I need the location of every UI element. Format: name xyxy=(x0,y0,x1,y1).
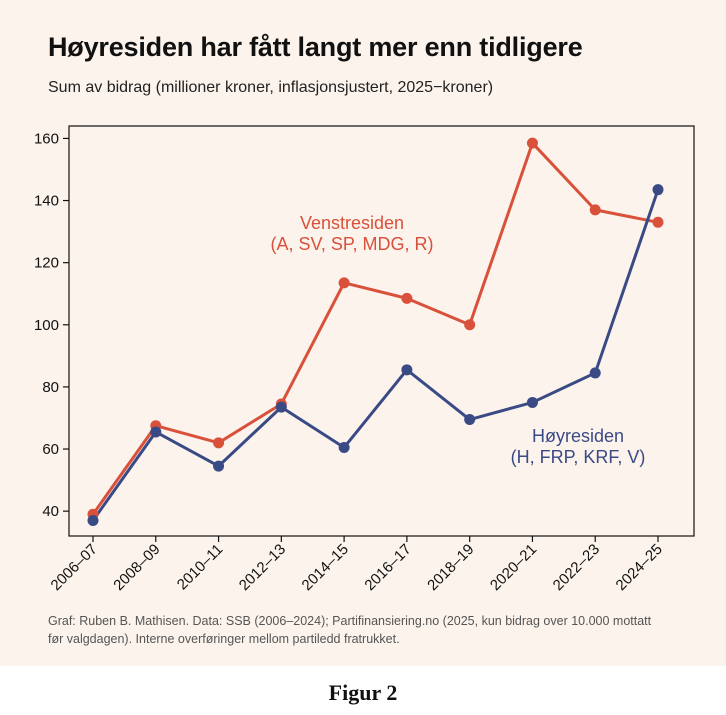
data-point-høyresiden xyxy=(213,460,225,472)
y-tick-label: 80 xyxy=(42,379,59,396)
x-tick-label: 2022–23 xyxy=(550,541,603,594)
chart-caption: Graf: Ruben B. Mathisen. Data: SSB (2006… xyxy=(48,614,652,646)
series-label-høyresiden: Høyresiden xyxy=(532,426,624,446)
series-label-venstresiden: (A, SV, SP, MDG, R) xyxy=(270,234,433,254)
y-tick-label: 40 xyxy=(42,503,59,520)
chart-title: Høyresiden har fått langt mer enn tidlig… xyxy=(48,32,583,62)
data-point-venstresiden xyxy=(213,437,225,449)
x-tick-label: 2016–17 xyxy=(361,541,414,594)
figure-label: Figur 2 xyxy=(328,680,398,705)
x-tick-label: 2018–19 xyxy=(424,541,477,594)
data-point-høyresiden xyxy=(150,426,162,438)
series-label-høyresiden: (H, FRP, KRF, V) xyxy=(511,447,646,467)
data-point-venstresiden xyxy=(652,216,664,228)
series-layer xyxy=(87,137,664,526)
x-tick-label: 2024–25 xyxy=(613,541,666,594)
data-point-høyresiden xyxy=(338,441,350,453)
data-point-høyresiden xyxy=(275,401,287,413)
series-labels: Venstresiden(A, SV, SP, MDG, R) Høyreside… xyxy=(270,213,645,467)
chart-subtitle: Sum av bidrag (millioner kroner, inflasj… xyxy=(48,79,494,96)
series-line-høyresiden xyxy=(91,189,660,522)
series-label-venstresiden: Venstresiden xyxy=(300,213,404,233)
chart-panel xyxy=(0,0,726,666)
x-tick-label: 2020–21 xyxy=(487,541,540,594)
x-tick-label: 2012–13 xyxy=(236,541,289,594)
data-point-venstresiden xyxy=(589,204,601,216)
y-tick-label: 120 xyxy=(34,255,59,272)
y-tick-label: 160 xyxy=(34,130,59,147)
data-point-venstresiden xyxy=(401,292,413,304)
data-point-venstresiden xyxy=(526,137,538,149)
x-tick-label: 2008–09 xyxy=(110,541,163,594)
y-tick-label: 60 xyxy=(42,441,59,458)
data-point-venstresiden xyxy=(464,319,476,331)
data-point-venstresiden xyxy=(338,277,350,289)
x-tick-label: 2010–11 xyxy=(174,541,227,594)
plot-frame xyxy=(68,125,695,537)
data-point-høyresiden xyxy=(401,364,413,376)
y-tick-label: 140 xyxy=(34,193,59,210)
data-point-høyresiden xyxy=(526,396,538,408)
x-tick-label: 2006–07 xyxy=(48,541,101,594)
data-point-høyresiden xyxy=(652,184,664,196)
data-point-høyresiden xyxy=(464,414,476,426)
series-line-venstresiden xyxy=(91,141,659,516)
data-point-høyresiden xyxy=(87,514,99,526)
x-tick-label: 2014–15 xyxy=(299,541,352,594)
data-point-høyresiden xyxy=(589,367,601,379)
y-tick-label: 100 xyxy=(34,317,59,334)
